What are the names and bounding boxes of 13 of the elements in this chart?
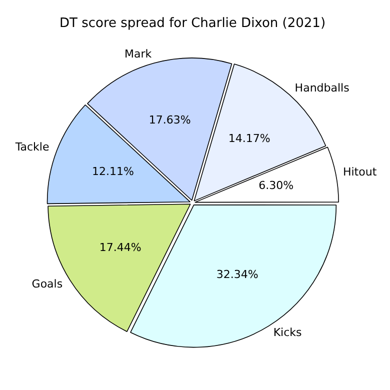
slice-label: Handballs xyxy=(294,81,350,94)
slice-label: Mark xyxy=(124,48,152,61)
slice-label: Kicks xyxy=(273,326,302,340)
slice-label: Goals xyxy=(32,277,63,290)
data-label: 14.17% xyxy=(228,132,270,146)
data-label: 6.30% xyxy=(258,178,294,192)
slice-label: Hitout xyxy=(342,165,378,178)
data-label: 17.63% xyxy=(148,113,191,126)
data-label: 12.11% xyxy=(92,165,134,178)
data-label: 32.34% xyxy=(216,268,258,282)
data-label: 17.44% xyxy=(99,241,142,254)
slice-label: Tackle xyxy=(14,140,50,154)
chart-title: DT score spread for Charlie Dixon (2021) xyxy=(59,16,326,32)
